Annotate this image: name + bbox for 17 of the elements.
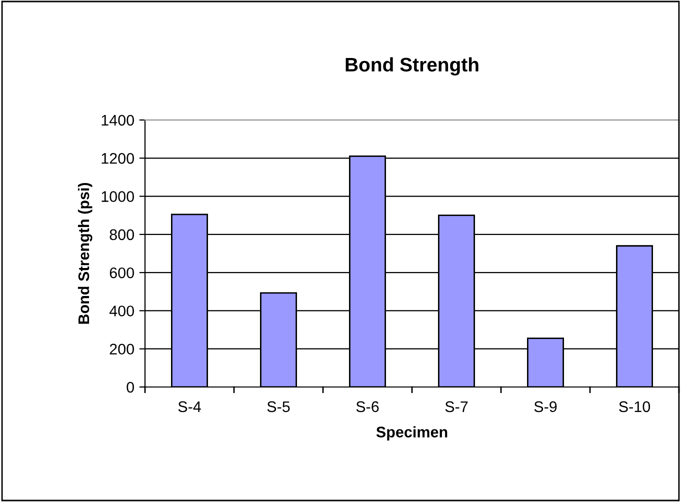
x-tick-label: S-7 — [445, 401, 468, 412]
y-tick-label: 200 — [110, 344, 134, 355]
x-tick-label: S-9 — [534, 401, 557, 412]
chart-title: Bond Strength — [346, 57, 478, 76]
y-tick-label: 400 — [109, 306, 134, 316]
y-tick-label: 600 — [110, 267, 134, 278]
x-tick-label: S-6 — [356, 401, 379, 412]
y-tick-label: 0 — [126, 382, 134, 393]
y-axis-title: Bond Strength (psi) — [78, 182, 92, 324]
x-tick-label: S-10 — [619, 401, 650, 412]
x-tick-label: S-4 — [178, 401, 201, 412]
y-tick-label: 1200 — [102, 153, 134, 164]
y-tick-label: 1000 — [102, 191, 134, 202]
x-tick-label: S-5 — [267, 401, 290, 412]
y-tick-label: 1400 — [102, 114, 134, 126]
y-tick-label: 800 — [110, 229, 134, 240]
x-axis-title: Specimen — [376, 426, 448, 440]
